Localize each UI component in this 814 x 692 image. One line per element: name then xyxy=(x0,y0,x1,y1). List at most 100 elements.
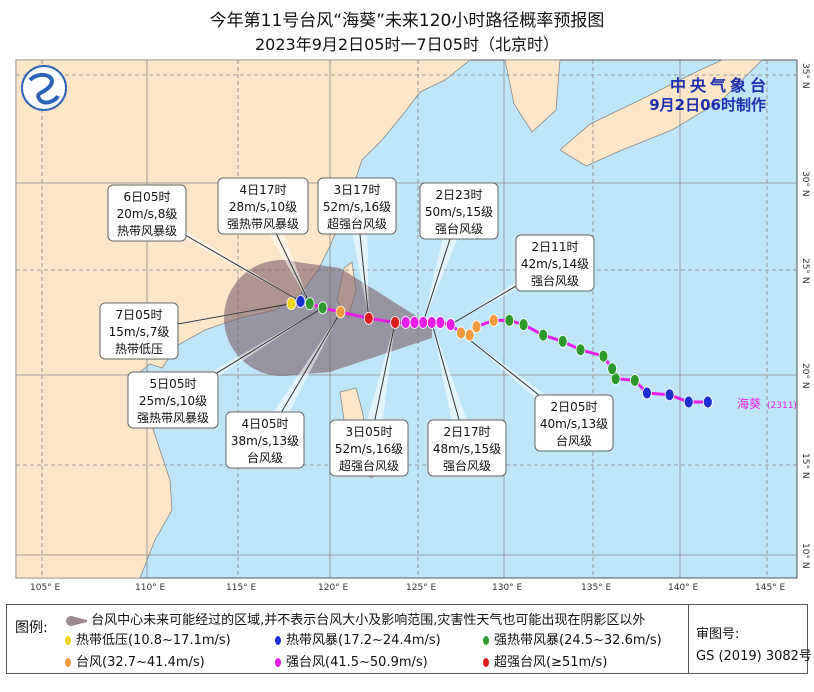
track-point-ts[interactable] xyxy=(683,395,694,409)
lat-tick-label: 35° N xyxy=(800,63,810,89)
track-point-sts[interactable] xyxy=(304,297,315,311)
lon-tick-label: 125° E xyxy=(406,583,437,593)
callout-level: 台风级 xyxy=(556,433,592,448)
track-point-sty[interactable] xyxy=(409,316,420,329)
legend-item-label: 强热带风暴(24.5~32.6m/s) xyxy=(494,633,662,648)
callout-wedge xyxy=(423,211,469,323)
lon-tick-label: 110° E xyxy=(135,583,166,593)
legend: 图例: 台风中心未来可能经过的区域,并不表示台风大小及影响范围,灾害性天气也可能… xyxy=(6,604,812,674)
lat-tick-label: 10° N xyxy=(800,543,810,569)
track-point-ty[interactable] xyxy=(488,313,499,327)
track-point-ts[interactable] xyxy=(642,386,652,400)
callout-time: 2日05时 xyxy=(551,400,598,414)
lon-tick-label: 105° E xyxy=(30,583,61,593)
track-point-super[interactable] xyxy=(363,311,374,325)
review-number: GS (2019) 3082号 xyxy=(696,649,812,664)
callout-time: 4日05时 xyxy=(242,417,289,431)
callout-time: 4日17时 xyxy=(240,183,287,197)
lon-tick-label: 135° E xyxy=(581,583,612,593)
callout-level: 强台风级 xyxy=(443,458,491,473)
callout-wind: 28m/s,10级 xyxy=(229,200,297,214)
track-point-ts[interactable] xyxy=(664,388,675,402)
callout-level: 强热带风暴级 xyxy=(137,411,209,425)
lon-tick-label: 130° E xyxy=(492,583,523,593)
callout-time: 2日23时 xyxy=(436,188,483,202)
callout-level: 热带低压 xyxy=(115,342,163,356)
track-point-sty[interactable] xyxy=(426,316,437,329)
callout-box xyxy=(225,411,305,469)
track-point-sty[interactable] xyxy=(418,316,429,329)
track-point-sts[interactable] xyxy=(629,373,640,387)
callout-wind: 52m/s,16级 xyxy=(323,200,391,214)
legend-item-sty: 强台风(41.5~50.9m/s) xyxy=(275,651,428,670)
lon-tick-label: 115° E xyxy=(226,583,257,593)
legend-label: 图例: xyxy=(15,620,48,636)
callout-box xyxy=(107,184,187,242)
callout-box xyxy=(317,177,397,235)
callout-box xyxy=(127,371,219,429)
legend-item-label: 强台风(41.5~50.9m/s) xyxy=(286,655,428,670)
callout-wind: 48m/s,15级 xyxy=(433,442,501,456)
callout-wind: 42m/s,14级 xyxy=(521,257,589,271)
legend-dot-icon xyxy=(483,658,489,667)
legend-cone-text: 台风中心未来可能经过的区域,并不表示台风大小及影响范围,灾害性天气也可能出现在阴… xyxy=(91,613,646,628)
track-point-sts[interactable] xyxy=(575,343,586,357)
lat-tick-label: 15° N xyxy=(800,453,810,479)
callout-level: 强热带风暴级 xyxy=(227,217,299,231)
track-point-ts[interactable] xyxy=(295,295,306,308)
legend-item-label: 超强台风(≥51m/s) xyxy=(494,655,608,670)
legend-item-sts: 强热带风暴(24.5~32.6m/s) xyxy=(483,629,662,648)
callout-wind: 25m/s,10级 xyxy=(139,394,207,408)
track-point-sts[interactable] xyxy=(557,334,568,348)
track-point-td[interactable] xyxy=(286,297,297,311)
track-point-sts[interactable] xyxy=(518,318,529,332)
callout-box xyxy=(534,394,614,452)
track-point-ts[interactable] xyxy=(702,395,713,409)
callout-box xyxy=(427,419,507,477)
track-point-ty[interactable] xyxy=(471,320,482,334)
track-point-ty[interactable] xyxy=(335,305,346,319)
track-point-ty[interactable] xyxy=(456,326,466,340)
track-point-sts[interactable] xyxy=(607,362,618,376)
callout-level: 强台风级 xyxy=(531,273,579,288)
callout-wind: 50m/s,15级 xyxy=(425,205,493,219)
track-points xyxy=(286,295,713,409)
japan xyxy=(559,59,763,167)
korea xyxy=(504,59,561,133)
lat-tick-label: 20° N xyxy=(800,363,810,389)
callout-level: 热带风暴级 xyxy=(117,224,177,238)
callout-wind: 15m/s,7级 xyxy=(109,325,170,339)
axis-labels: 105° E 110° E 115° E 120° E 125° E 130° E 135°… xyxy=(30,63,810,593)
callout-time: 6日05时 xyxy=(124,190,171,204)
legend-item-super: 超强台风(≥51m/s) xyxy=(483,651,607,670)
track-point-sty[interactable] xyxy=(435,316,446,329)
track-point-super[interactable] xyxy=(390,316,401,329)
callout-time: 3日17时 xyxy=(334,183,381,197)
agency-name: 中央气象台 xyxy=(669,76,770,95)
track-point-sts[interactable] xyxy=(538,328,549,342)
callout-level: 台风级 xyxy=(247,450,283,465)
callout-box xyxy=(329,419,409,477)
callout-time: 2日11时 xyxy=(532,240,579,254)
callout-box xyxy=(217,177,309,235)
track-point-sts[interactable] xyxy=(598,349,609,363)
track-point-sty[interactable] xyxy=(445,318,456,332)
legend-dot-icon xyxy=(275,636,281,645)
review-label: 审图号: xyxy=(696,627,740,642)
track-point-sty[interactable] xyxy=(400,316,411,329)
callout-box xyxy=(515,234,595,292)
map-subtitle: 2023年9月2日05时一7日05时（北京时） xyxy=(255,35,559,54)
track-point-ty[interactable] xyxy=(464,328,475,342)
callout-box xyxy=(419,182,499,240)
callout-wedge xyxy=(359,322,396,448)
legend-item-ty: 台风(32.7~41.4m/s) xyxy=(65,651,205,670)
lat-tick-label: 25° N xyxy=(800,258,810,284)
callout-wind: 20m/s,8级 xyxy=(117,207,178,221)
callout-time: 5日05时 xyxy=(150,377,197,391)
callout-level: 强台风级 xyxy=(435,221,483,236)
lat-tick-label: 30° N xyxy=(800,171,810,197)
track-point-sts[interactable] xyxy=(504,313,515,327)
track-point-sts[interactable] xyxy=(317,301,328,315)
